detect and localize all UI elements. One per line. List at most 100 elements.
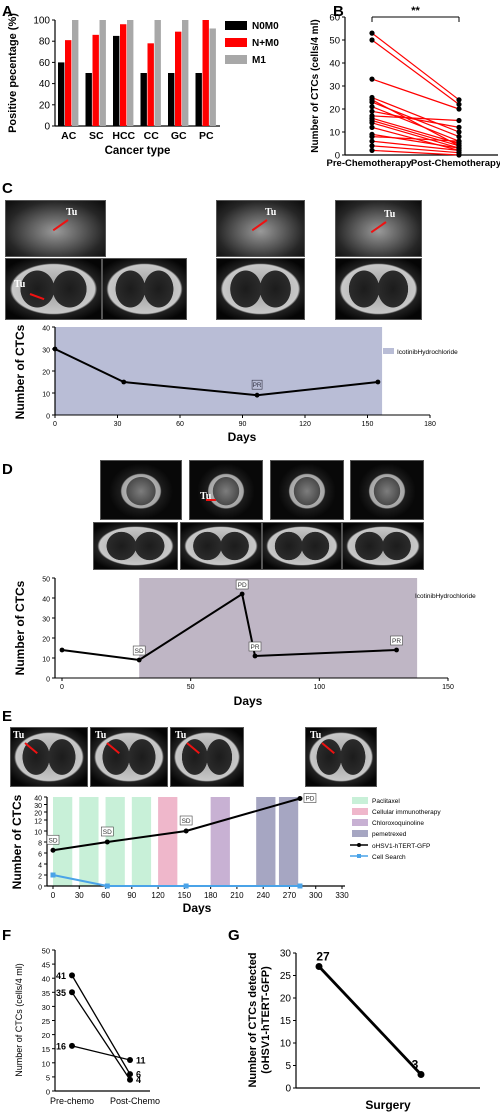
y-tick-label: 25 <box>42 1017 50 1026</box>
pre-point <box>369 134 375 140</box>
y-tick-label: 6 <box>38 852 42 859</box>
pair-line <box>371 145 460 154</box>
x-tick-label: 50 <box>187 684 195 691</box>
treatment-shade <box>158 797 178 886</box>
pair-line <box>371 99 460 147</box>
y-tick-label: 15 <box>42 1045 50 1054</box>
x-tick-label: 150 <box>442 684 454 691</box>
series-line <box>317 965 423 1076</box>
treatment-shade <box>131 797 152 886</box>
legend-swatch <box>225 21 247 30</box>
treatment-shade <box>256 797 276 886</box>
ct-scan <box>102 258 187 320</box>
treatment-shade <box>210 797 230 886</box>
x-tick-label: 210 <box>230 891 244 900</box>
x-tick-label: 60 <box>176 421 184 428</box>
tumor-label: Tu <box>14 279 26 290</box>
tumor-label: Tu <box>95 730 107 741</box>
pre-point <box>369 120 375 126</box>
y-tick-label: 0 <box>46 414 50 421</box>
legend-swatch <box>352 808 368 815</box>
y-tick-label: 5 <box>285 1061 291 1072</box>
bar <box>140 73 147 126</box>
x-tick-label: 100 <box>313 684 325 691</box>
significance-label: ** <box>411 5 420 17</box>
x-tick-label: Pre-chemo <box>50 1096 94 1106</box>
post-point <box>456 106 462 112</box>
y-axis-title: Number of CTCs (cells/4 ml) <box>310 19 321 152</box>
data-label: 6 <box>136 1070 141 1080</box>
status-label: SD <box>135 648 144 655</box>
y-tick-label: 0 <box>46 677 50 684</box>
y-tick-label: 0 <box>46 1088 50 1097</box>
legend-swatch <box>352 819 368 826</box>
brain-mri-scan <box>350 460 424 520</box>
y-tick-label: 80 <box>39 37 51 48</box>
x-axis-title: Surgery <box>365 1098 411 1112</box>
legend-label: IcotinibHydrochloride <box>397 349 458 356</box>
pair-line <box>371 149 460 156</box>
tumor-label: Tu <box>13 730 25 741</box>
y-tick-label: 20 <box>39 100 51 111</box>
data-point <box>127 1076 133 1083</box>
status-label: SD <box>103 829 112 836</box>
bar <box>195 73 202 126</box>
y-tick-label: 4 <box>38 863 42 870</box>
data-point <box>417 1071 425 1078</box>
pair-line <box>371 122 460 149</box>
post-point <box>456 124 462 130</box>
treatment-shade <box>79 797 99 886</box>
legend-marker <box>357 843 361 847</box>
bar <box>120 24 127 127</box>
y-tick-label: 40 <box>329 59 340 70</box>
data-label: 16 <box>56 1041 66 1051</box>
status-box <box>46 834 60 845</box>
status-label: PD <box>238 582 247 589</box>
status-box <box>390 635 403 646</box>
series-line <box>52 874 300 887</box>
panel-label-a: A <box>2 3 13 20</box>
x-tick-label: Post-Chemo <box>110 1096 160 1106</box>
data-label: 11 <box>136 1055 146 1065</box>
y-tick-label: 0 <box>335 151 340 162</box>
x-tick-label: 270 <box>283 891 297 900</box>
y-tick-label: 40 <box>42 975 50 984</box>
pre-point <box>369 76 375 82</box>
status-label: PR <box>250 644 259 651</box>
x-tick-label: CC <box>144 130 160 142</box>
x-tick-label: Post-Chemotherapy <box>411 158 500 169</box>
mri-scan: Tu <box>335 200 422 257</box>
data-point <box>254 392 260 398</box>
x-tick-label: 180 <box>424 421 436 428</box>
y-tick-label: 20 <box>42 370 50 377</box>
y-tick-label: 10 <box>42 1059 50 1068</box>
bar <box>175 31 182 126</box>
legend-label: oHSV1-hTERT-GFP <box>372 843 430 850</box>
y-tick-label: 30 <box>34 803 42 810</box>
pair-line <box>71 975 131 1075</box>
y-tick-label: 30 <box>329 82 340 93</box>
pair-line <box>71 1045 131 1061</box>
y-tick-label: 20 <box>280 994 292 1005</box>
y-tick-label: 20 <box>329 105 340 116</box>
status-box <box>100 826 114 837</box>
legend-label: Cell Search <box>372 854 406 861</box>
y-axis-title: Number of CTCs <box>10 794 24 889</box>
data-point <box>315 963 323 970</box>
data-point <box>252 653 258 659</box>
legend-marker <box>357 854 361 858</box>
panel-label-d: D <box>2 461 13 478</box>
x-tick-label: Pre-Chemotherapy <box>327 158 413 169</box>
data-point <box>59 647 65 653</box>
mri-scan: Tu <box>5 200 106 257</box>
x-tick-label: 240 <box>257 891 271 900</box>
panel-label-e: E <box>2 708 12 725</box>
ct-scan: Tu <box>90 727 168 787</box>
y-tick-label: 30 <box>42 617 50 624</box>
data-label: 27 <box>316 950 330 964</box>
ct-scan <box>262 522 342 570</box>
legend-label: Cellular immunotherapy <box>372 809 441 816</box>
status-box <box>248 641 262 652</box>
data-point <box>127 1071 133 1078</box>
y-tick-label: 40 <box>34 796 42 803</box>
